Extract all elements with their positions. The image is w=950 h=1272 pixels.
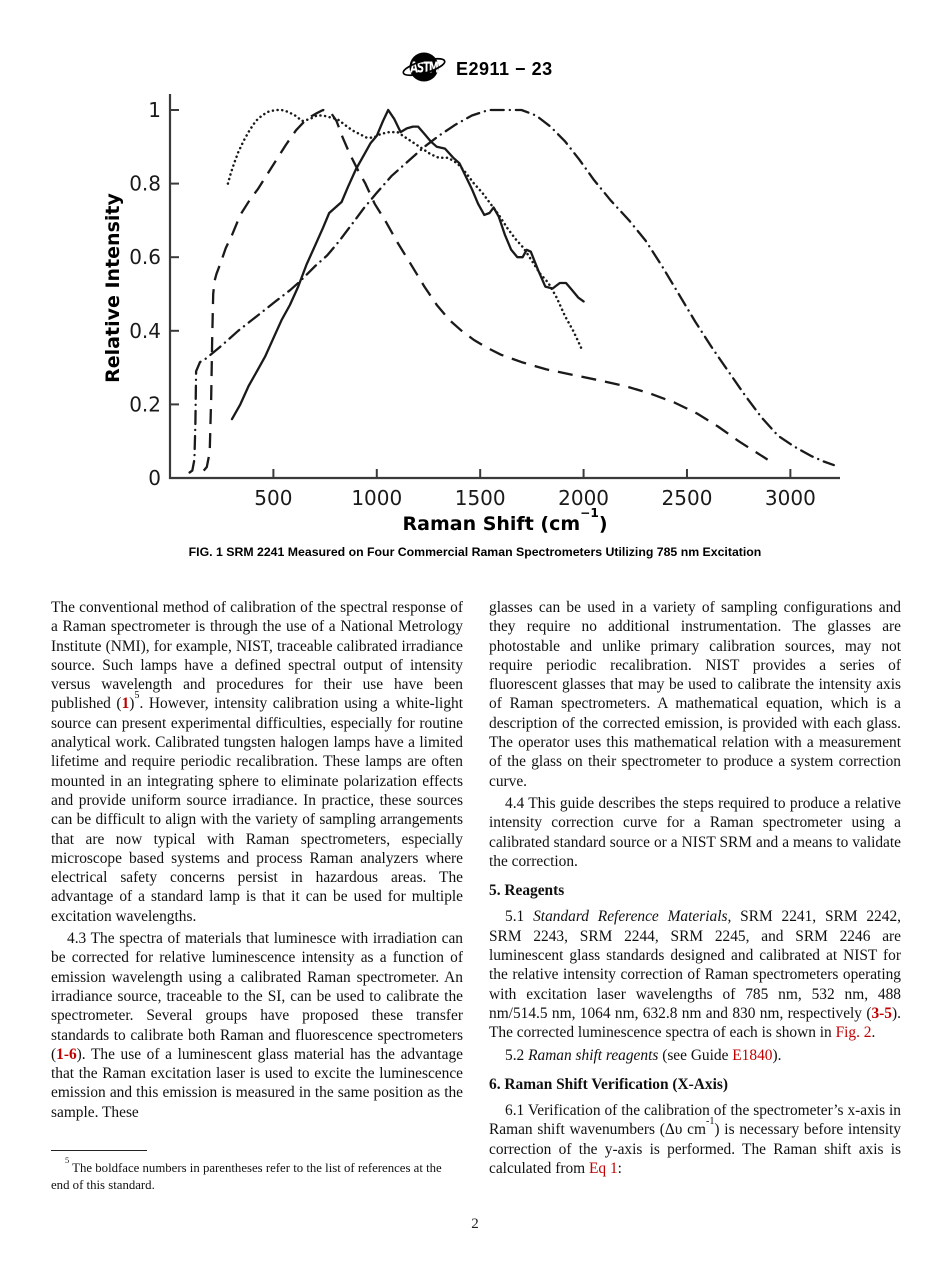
text-run: : xyxy=(617,1160,622,1178)
y-axis-label: Relative Intensity xyxy=(102,193,124,383)
x-axis-label-suffix: ) xyxy=(598,513,608,535)
series-spectrometer-4-dashdot-line xyxy=(188,108,835,474)
text-run: The conventional method of calibration o… xyxy=(51,599,463,713)
y-tick-label: 0.8 xyxy=(129,172,161,196)
x-axis-label-exponent: −1 xyxy=(580,505,599,520)
x-tick-label: 2000 xyxy=(558,486,609,510)
reference-link[interactable]: E1840 xyxy=(732,1046,773,1064)
series-spectrometer-1-solid-line xyxy=(230,108,585,421)
y-tick-label: 0 xyxy=(148,466,161,490)
x-tick-label: 3000 xyxy=(765,486,816,510)
page-number: 2 xyxy=(471,1216,479,1232)
figure-caption: FIG. 1 SRM 2241 Measured on Four Commerc… xyxy=(188,545,762,559)
text-run: 5 xyxy=(134,689,140,701)
section-heading: 5. Reagents xyxy=(489,881,901,900)
x-tick-label: 1500 xyxy=(455,486,506,510)
text-run: 5. Reagents xyxy=(489,882,565,900)
y-tick-label: 0.6 xyxy=(129,245,161,269)
x-axis-label-prefix: Raman Shift (cm xyxy=(402,513,581,535)
paragraph: 6.1 Verification of the calibration of t… xyxy=(489,1101,901,1178)
section-heading: 6. Raman Shift Verification (X-Axis) xyxy=(489,1075,901,1094)
reference-link[interactable]: 3-5 xyxy=(871,1004,893,1022)
footnote: 5 The boldface numbers in parentheses re… xyxy=(51,1150,463,1197)
text-run: (see Guide xyxy=(658,1046,733,1064)
text-run: The boldface numbers in parentheses refe… xyxy=(51,1161,442,1193)
text-run: 5.1 xyxy=(505,908,534,926)
text-run: . xyxy=(871,1024,876,1042)
text-run: 5.2 xyxy=(505,1046,529,1064)
text-run: 6. Raman Shift Verification (X-Axis) xyxy=(489,1075,728,1093)
series-spectrometer-2-dotted-line xyxy=(226,108,584,353)
text-run: . However, intensity calibration using a… xyxy=(51,695,463,925)
text-run: Standard Reference Materials, xyxy=(533,908,732,926)
paragraph: glasses can be used in a variety of samp… xyxy=(489,598,901,791)
reference-link[interactable]: Eq 1 xyxy=(589,1160,618,1178)
reference-link[interactable]: Fig. 2 xyxy=(835,1024,872,1042)
text-run: ). The use of a luminescent glass materi… xyxy=(51,1045,463,1121)
paragraph: 5.1 Standard Reference Materials, SRM 22… xyxy=(489,907,901,1042)
text-run: 6.1 Verification of the calibration of t… xyxy=(489,1102,901,1139)
footnote-divider xyxy=(51,1150,147,1152)
body-column-right: glasses can be used in a variety of samp… xyxy=(489,598,901,1181)
text-run: 5 xyxy=(65,1155,70,1166)
text-run: SRM 2241, SRM 2242, SRM 2243, SRM 2244, … xyxy=(489,908,901,1022)
series-spectrometer-3-dashed-line xyxy=(202,108,769,472)
figure-1-chart: 500 1000 1500 2000 2500 3000 0 0.2 0.4 0.6 0.8 1 xyxy=(60,86,860,520)
paragraph: 4.4 This guide describes the steps requi… xyxy=(489,794,901,871)
reference-link[interactable]: 1 xyxy=(121,695,130,713)
text-run: -1 xyxy=(705,1115,715,1127)
paragraph: The conventional method of calibration o… xyxy=(51,598,463,926)
x-tick-label: 1000 xyxy=(351,486,402,510)
astm-logo-icon: ASTM xyxy=(401,44,447,95)
y-tick-label: 0.4 xyxy=(129,319,161,343)
text-run: ) is necessary before intensity correcti… xyxy=(489,1121,901,1178)
footnote-text: 5 The boldface numbers in parentheses re… xyxy=(51,1156,463,1194)
paragraph: 5.2 Raman shift reagents (see Guide E184… xyxy=(489,1046,901,1065)
x-tick-label: 2500 xyxy=(662,486,713,510)
body-column-left: The conventional method of calibration o… xyxy=(51,598,463,1125)
paragraph: 4.3 The spectra of materials that lumine… xyxy=(51,929,463,1122)
paragraph: 5 The boldface numbers in parentheses re… xyxy=(51,1156,463,1194)
svg-text:ASTM: ASTM xyxy=(410,59,438,77)
raman-spectra-plot: 500 1000 1500 2000 2500 3000 0 0.2 0.4 0.6 0.8 1 xyxy=(129,94,840,510)
y-tick-label: 1 xyxy=(148,98,161,122)
text-run: glasses can be used in a variety of samp… xyxy=(489,599,901,790)
text-run: ). The corrected luminescence spectra of… xyxy=(489,1004,901,1042)
standard-designation: E2911 − 23 xyxy=(456,59,553,79)
reference-link[interactable]: 1-6 xyxy=(56,1045,77,1063)
x-axis-label: Raman Shift (cm−1) xyxy=(402,507,608,535)
text-run: Raman shift reagents xyxy=(528,1046,659,1064)
text-run: 4.3 The spectra of materials that lumine… xyxy=(51,930,463,1063)
axis-spines xyxy=(168,94,840,480)
page-header: ASTM E2911 − 23 xyxy=(0,44,950,92)
text-run: ) xyxy=(129,695,135,713)
y-tick-label: 0.2 xyxy=(129,392,161,416)
text-run: 4.4 This guide describes the steps requi… xyxy=(489,794,901,870)
x-tick-label: 500 xyxy=(254,486,292,510)
text-run: ). xyxy=(772,1046,782,1064)
